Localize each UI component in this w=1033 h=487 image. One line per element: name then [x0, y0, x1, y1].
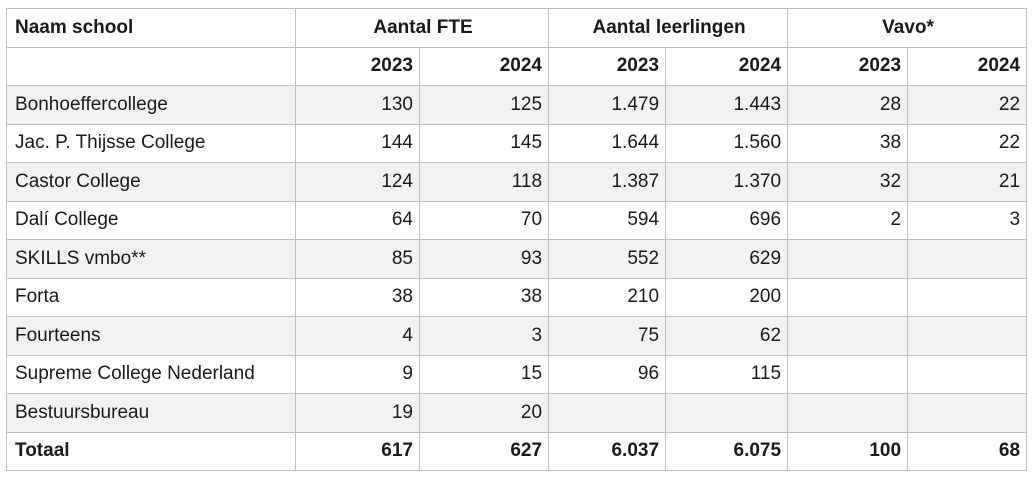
- fte-2024-cell: 20: [418, 393, 550, 433]
- students-2023-cell: 552: [548, 239, 667, 279]
- year-header-empty: [6, 46, 296, 86]
- vavo-2024-cell: 22: [907, 123, 1028, 163]
- school-name-cell: Dalí College: [6, 200, 296, 240]
- students-2024-cell: 1.370: [665, 162, 789, 202]
- fte-2024-cell: 3: [418, 316, 550, 356]
- total-fte-2024-cell: 627: [418, 431, 550, 471]
- school-name-cell: SKILLS vmbo**: [6, 239, 296, 279]
- vavo-2023-cell: 38: [787, 123, 909, 163]
- vavo-2023-cell: [787, 393, 909, 433]
- students-2024-cell: 629: [665, 239, 789, 279]
- fte-2024-cell: 145: [418, 123, 550, 163]
- vavo-year-2023-header: 2023: [787, 46, 909, 86]
- vavo-2024-cell: 21: [907, 162, 1028, 202]
- students-2024-cell: 115: [665, 354, 789, 394]
- total-row: Totaal 617 627 6.037 6.075 100 68: [6, 431, 1028, 471]
- vavo-2024-cell: [907, 277, 1028, 317]
- students-2024-cell: [665, 393, 789, 433]
- students-2024-cell: 1.443: [665, 85, 789, 125]
- fte-2023-cell: 130: [295, 85, 420, 125]
- year-header-row: 2023 2024 2023 2024 2023 2024: [6, 46, 1028, 86]
- vavo-2024-cell: 3: [907, 200, 1028, 240]
- students-2024-cell: 200: [665, 277, 789, 317]
- school-name-cell: Forta: [6, 277, 296, 317]
- table-row: Bestuursbureau 19 20: [6, 393, 1028, 433]
- vavo-2024-cell: [907, 316, 1028, 356]
- vavo-2024-cell: [907, 354, 1028, 394]
- total-vavo-2023-cell: 100: [787, 431, 909, 471]
- table-row: Castor College 124 118 1.387 1.370 32 21: [6, 162, 1028, 202]
- fte-2023-cell: 85: [295, 239, 420, 279]
- students-2023-cell: 594: [548, 200, 667, 240]
- vavo-2023-cell: [787, 277, 909, 317]
- fte-2023-cell: 19: [295, 393, 420, 433]
- fte-year-2023-header: 2023: [295, 46, 420, 86]
- students-2023-cell: 1.644: [548, 123, 667, 163]
- school-name-cell: Bonhoeffercollege: [6, 85, 296, 125]
- students-2023-cell: 1.479: [548, 85, 667, 125]
- vavo-2023-cell: 2: [787, 200, 909, 240]
- vavo-2023-cell: 28: [787, 85, 909, 125]
- students-2023-cell: 1.387: [548, 162, 667, 202]
- total-students-2023-cell: 6.037: [548, 431, 667, 471]
- fte-year-2024-header: 2024: [418, 46, 550, 86]
- table-row: SKILLS vmbo** 85 93 552 629: [6, 239, 1028, 279]
- fte-2024-cell: 15: [418, 354, 550, 394]
- fte-2023-cell: 124: [295, 162, 420, 202]
- table-row: Dalí College 64 70 594 696 2 3: [6, 200, 1028, 240]
- school-name-cell: Supreme College Nederland: [6, 354, 296, 394]
- fte-2024-cell: 118: [418, 162, 550, 202]
- table-row: Supreme College Nederland 9 15 96 115: [6, 354, 1028, 394]
- fte-2023-cell: 9: [295, 354, 420, 394]
- table-row: Forta 38 38 210 200: [6, 277, 1028, 317]
- students-2023-cell: 210: [548, 277, 667, 317]
- header-row: Naam school Aantal FTE Aantal leerlingen…: [6, 8, 1028, 48]
- students-2024-cell: 1.560: [665, 123, 789, 163]
- total-label-cell: Totaal: [6, 431, 296, 471]
- vavo-2023-cell: [787, 239, 909, 279]
- fte-2023-cell: 38: [295, 277, 420, 317]
- school-name-cell: Castor College: [6, 162, 296, 202]
- fte-header: Aantal FTE: [294, 8, 550, 48]
- fte-2024-cell: 38: [418, 277, 550, 317]
- vavo-2023-cell: [787, 316, 909, 356]
- school-name-cell: Jac. P. Thijsse College: [6, 123, 296, 163]
- students-year-2023-header: 2023: [548, 46, 667, 86]
- school-name-cell: Fourteens: [6, 316, 296, 356]
- students-header: Aantal leerlingen: [548, 8, 789, 48]
- fte-2023-cell: 144: [295, 123, 420, 163]
- vavo-2024-cell: 22: [907, 85, 1028, 125]
- table-row: Jac. P. Thijsse College 144 145 1.644 1.…: [6, 123, 1028, 163]
- vavo-header: Vavo*: [787, 8, 1028, 48]
- students-2023-cell: 96: [548, 354, 667, 394]
- school-name-cell: Bestuursbureau: [6, 393, 296, 433]
- fte-2023-cell: 4: [295, 316, 420, 356]
- fte-2023-cell: 64: [295, 200, 420, 240]
- fte-2024-cell: 93: [418, 239, 550, 279]
- fte-2024-cell: 125: [418, 85, 550, 125]
- students-2024-cell: 62: [665, 316, 789, 356]
- students-2023-cell: 75: [548, 316, 667, 356]
- total-vavo-2024-cell: 68: [907, 431, 1028, 471]
- students-2023-cell: [548, 393, 667, 433]
- vavo-2023-cell: [787, 354, 909, 394]
- vavo-year-2024-header: 2024: [907, 46, 1028, 86]
- table-row: Fourteens 4 3 75 62: [6, 316, 1028, 356]
- vavo-2024-cell: [907, 393, 1028, 433]
- students-year-2024-header: 2024: [665, 46, 789, 86]
- students-2024-cell: 696: [665, 200, 789, 240]
- fte-2024-cell: 70: [418, 200, 550, 240]
- school-name-header: Naam school: [6, 8, 296, 48]
- table-row: Bonhoeffercollege 130 125 1.479 1.443 28…: [6, 85, 1028, 125]
- vavo-2023-cell: 32: [787, 162, 909, 202]
- school-statistics-table: Naam school Aantal FTE Aantal leerlingen…: [6, 8, 1028, 471]
- total-fte-2023-cell: 617: [295, 431, 420, 471]
- total-students-2024-cell: 6.075: [665, 431, 789, 471]
- vavo-2024-cell: [907, 239, 1028, 279]
